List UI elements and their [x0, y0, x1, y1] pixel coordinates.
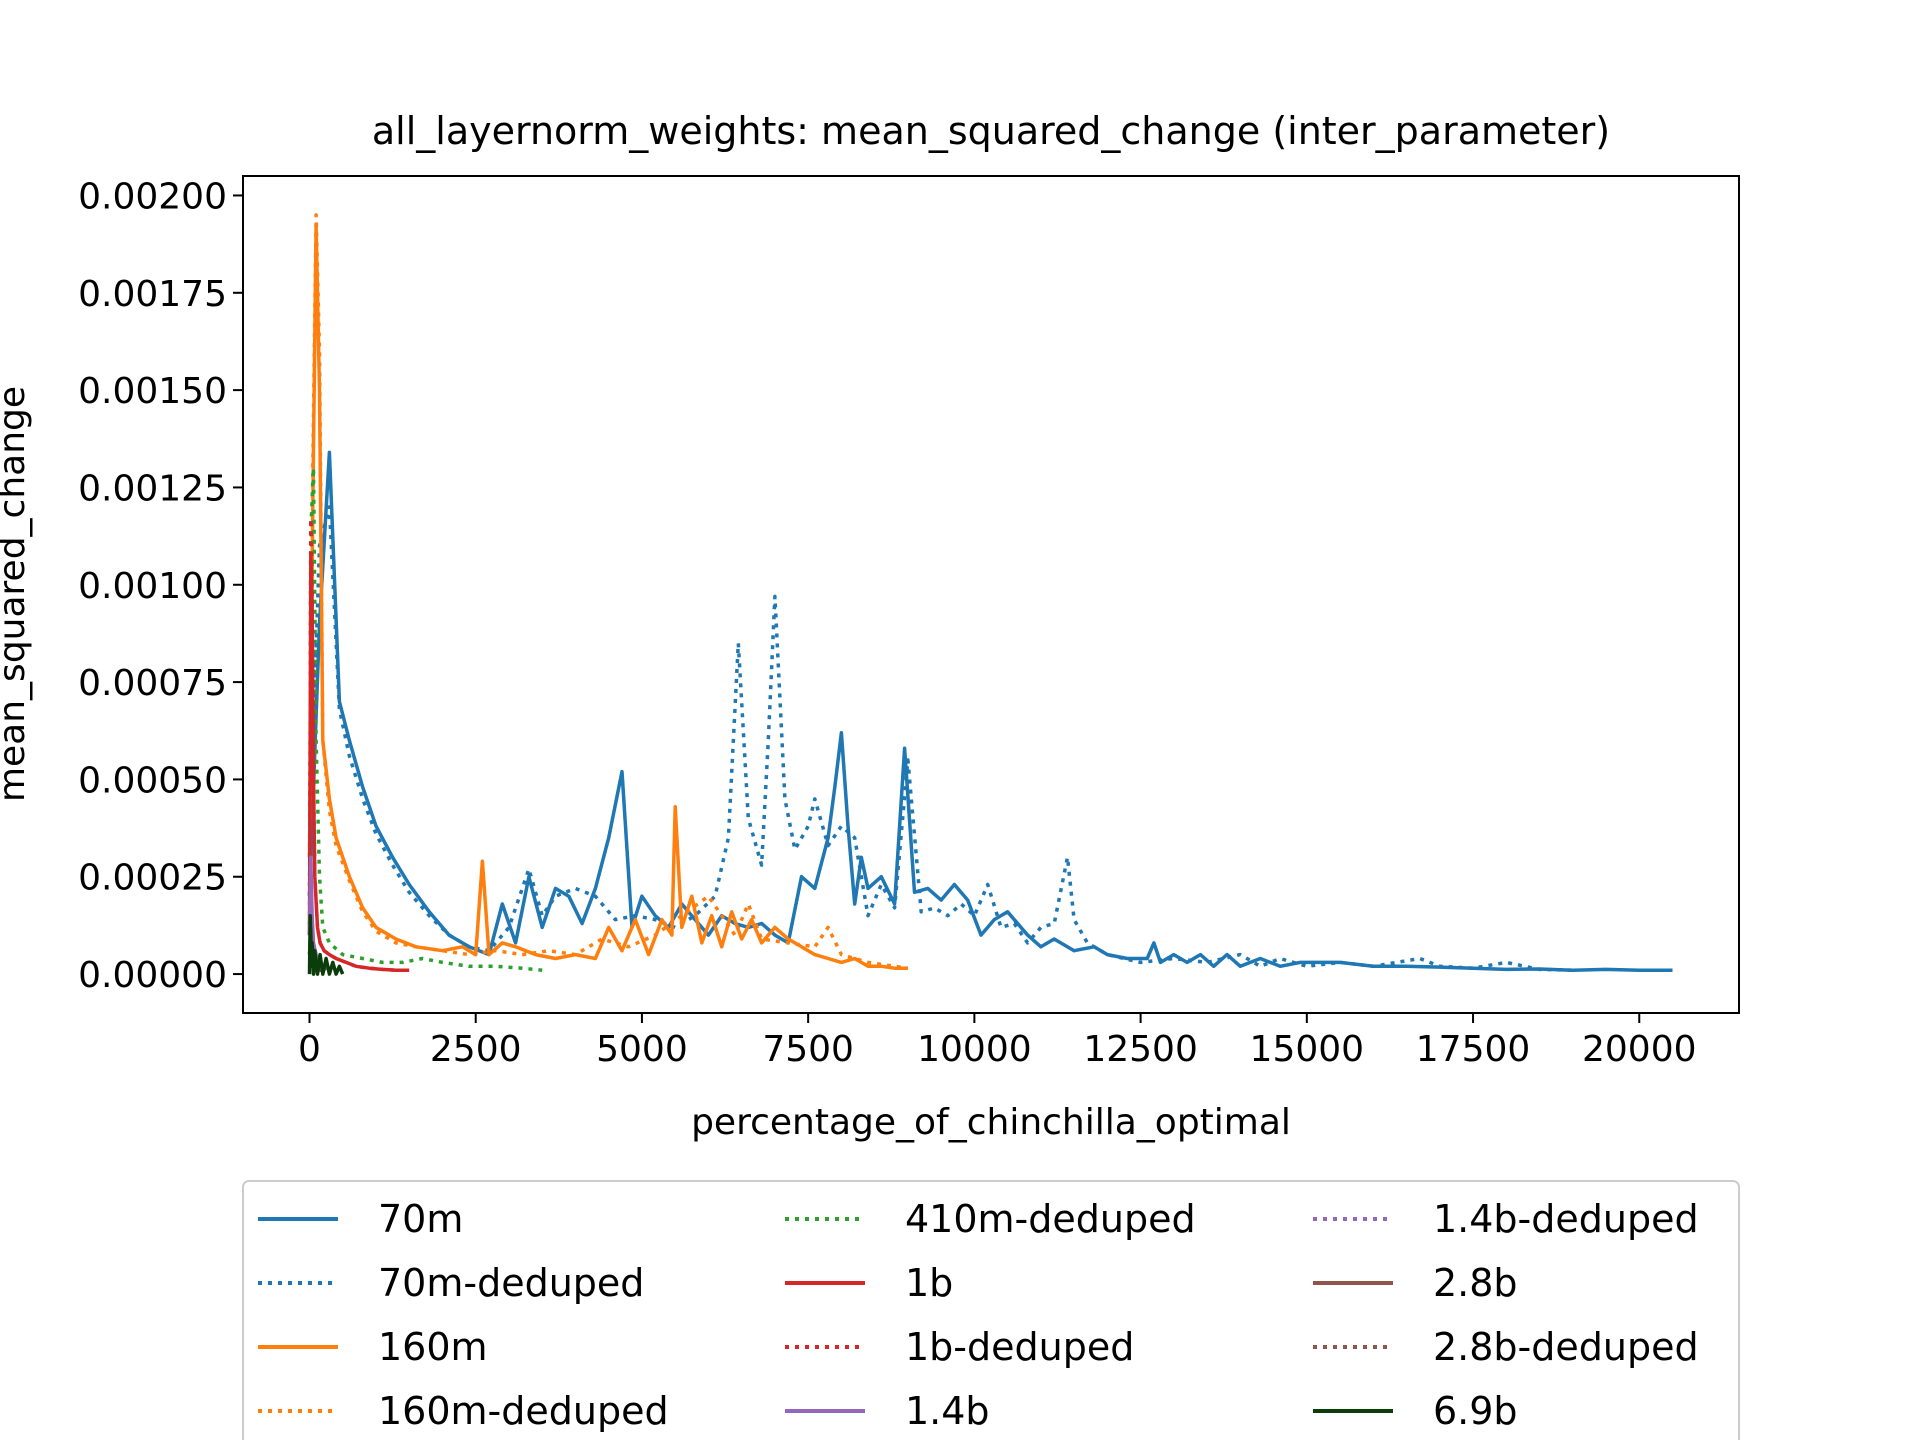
legend-item: 2.8b-deduped: [1313, 1325, 1699, 1369]
legend-item: 70m-deduped: [258, 1261, 644, 1305]
legend: 70m 70m-deduped 160m 160m-deduped 410m-dedup…: [242, 1180, 1740, 1440]
legend-item: 160m: [258, 1325, 488, 1369]
series-line-70m: [307, 450, 1673, 972]
x-tick-label: 20000: [1582, 1029, 1697, 1070]
x-tick-label: 10000: [917, 1029, 1032, 1070]
series-line-70m-deduped: [307, 505, 1573, 972]
x-axis-label: percentage_of_chinchilla_optimal: [691, 1102, 1291, 1143]
legend-frame: [242, 1180, 1740, 1440]
y-tick-label: 0.00075: [78, 663, 227, 704]
legend-label: 2.8b-deduped: [1433, 1325, 1699, 1369]
legend-label: 70m-deduped: [378, 1261, 644, 1305]
x-tick-label: 12500: [1083, 1029, 1198, 1070]
legend-item: 1.4b-deduped: [1313, 1197, 1699, 1241]
legend-item: 410m-deduped: [785, 1197, 1196, 1241]
legend-label: 1.4b-deduped: [1433, 1197, 1699, 1241]
plot-frame: [242, 175, 1740, 1014]
y-tick-label: 0.00025: [78, 858, 227, 899]
y-tick-label: 0.00000: [78, 955, 227, 996]
series-layer: [307, 213, 1673, 976]
legend-label: 70m: [378, 1197, 463, 1241]
x-tick-label: 15000: [1250, 1029, 1365, 1070]
x-tick-label: 5000: [596, 1029, 688, 1070]
series-line-6.9b: [307, 913, 345, 976]
legend-label: 6.9b: [1433, 1389, 1518, 1433]
x-tick-label: 0: [298, 1029, 321, 1070]
legend-item: 2.8b: [1313, 1261, 1518, 1305]
x-tick-label: 17500: [1416, 1029, 1531, 1070]
y-tick-label: 0.00200: [78, 176, 227, 217]
legend-label: 160m: [378, 1325, 488, 1369]
legend-label: 1b: [905, 1261, 953, 1305]
y-tick-label: 0.00175: [78, 274, 227, 315]
legend-label: 160m-deduped: [378, 1389, 669, 1433]
y-tick-label: 0.00150: [78, 371, 227, 412]
y-tick-label: 0.00125: [78, 468, 227, 509]
legend-item: 1b-deduped: [785, 1325, 1134, 1369]
legend-label: 410m-deduped: [905, 1197, 1196, 1241]
legend-label: 1b-deduped: [905, 1325, 1134, 1369]
x-tick-label: 7500: [762, 1029, 854, 1070]
legend-label: 2.8b: [1433, 1261, 1518, 1305]
y-tick-label: 0.00050: [78, 760, 227, 801]
series-line-1b-deduped: [307, 516, 410, 972]
series-line-410m-deduped: [307, 466, 543, 972]
y-axis-label: mean_squared_change: [0, 386, 33, 802]
legend-item: 1b: [785, 1261, 953, 1305]
chart-title: all_layernorm_weights: mean_squared_chan…: [372, 109, 1610, 153]
legend-item: 160m-deduped: [258, 1389, 669, 1433]
legend-item: 6.9b: [1313, 1389, 1518, 1433]
legend-item: 70m: [258, 1197, 463, 1241]
y-axis: 0.00000 0.00025 0.00050 0.00075 0.00100 0.001…: [78, 176, 243, 996]
x-axis: 0 2500 5000 7500 10000 12500 15000 17500 20000: [298, 1013, 1697, 1070]
legend-label: 1.4b: [905, 1389, 990, 1433]
series-line-160m-deduped: [307, 213, 909, 970]
legend-item: 1.4b: [785, 1389, 990, 1433]
x-tick-label: 2500: [430, 1029, 522, 1070]
y-tick-label: 0.00100: [78, 566, 227, 607]
